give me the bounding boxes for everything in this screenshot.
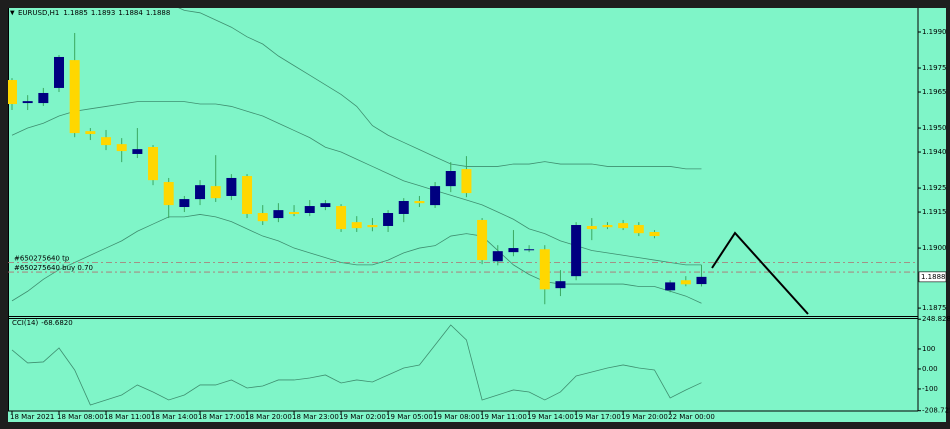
candle-body: [461, 169, 472, 194]
candle-body: [210, 186, 221, 199]
y-tick-label: -208.725: [922, 407, 950, 415]
candle-body: [242, 176, 253, 214]
x-tick-label: 19 Mar 14:00: [527, 413, 574, 421]
drawn-trendline: [711, 231, 809, 315]
candle-body: [320, 203, 331, 208]
candle-body: [477, 219, 488, 261]
candle-body: [649, 231, 660, 237]
candle-body: [571, 225, 582, 277]
candle-body: [54, 56, 65, 88]
candle-body: [226, 177, 237, 196]
candle-body: [602, 225, 613, 228]
cci-title: CCI(14): [12, 319, 38, 327]
bollinger-band: [178, 8, 702, 170]
candle-body: [398, 201, 409, 214]
candle-body: [116, 144, 127, 152]
candle-body: [508, 248, 519, 253]
candle-body: [195, 185, 206, 200]
y-tick-label: 248.8282: [922, 315, 950, 323]
x-tick-label: 18 Mar 23:00: [292, 413, 339, 421]
x-tick-label: 18 Mar 20:00: [245, 413, 292, 421]
candle-body: [618, 223, 629, 229]
x-tick-label: 18 Mar 11:00: [104, 413, 151, 421]
cci-line: [11, 324, 702, 406]
candle-body: [289, 212, 300, 214]
cci-last-value: -68.6820: [41, 319, 72, 327]
chart-header: EURUSD,H1 1.1885 1.1893 1.1884 1.1888: [18, 9, 170, 17]
candle-body: [304, 206, 315, 214]
candle-body: [367, 225, 378, 228]
y-tick-label: 1.1940: [922, 148, 947, 156]
header-high: 1.1893: [91, 9, 116, 17]
x-tick-label: 18 Mar 08:00: [57, 413, 104, 421]
header-close: 1.1888: [146, 9, 171, 17]
candle-body: [430, 186, 441, 206]
y-tick-label: 0.00: [922, 365, 938, 373]
y-tick-label: 1.1900: [922, 244, 947, 252]
cci-header: CCI(14) -68.6820: [12, 319, 73, 327]
bollinger-band: [11, 101, 702, 266]
x-tick-label: 19 Mar 11:00: [480, 413, 527, 421]
candle-body: [22, 101, 33, 104]
x-tick-label: 18 Mar 14:00: [151, 413, 198, 421]
header-arrow: ▼: [10, 10, 15, 17]
x-tick-label: 19 Mar 05:00: [386, 413, 433, 421]
candle-body: [148, 146, 159, 181]
y-tick-label: 1.1875: [922, 304, 947, 312]
x-tick-label: 18 Mar 17:00: [198, 413, 245, 421]
x-tick-label: 18 Mar 2021: [10, 413, 54, 421]
candle-body: [132, 149, 143, 154]
candle-body: [69, 60, 80, 134]
candle-body: [257, 213, 268, 222]
x-tick-label: 19 Mar 17:00: [574, 413, 621, 421]
candle-body: [696, 276, 707, 285]
candle-body: [273, 210, 284, 219]
candle-body: [85, 131, 96, 135]
header-open: 1.1885: [63, 9, 88, 17]
chart-background: [8, 8, 946, 422]
y-tick-label: 1.1990: [922, 28, 947, 36]
x-tick-label: 19 Mar 20:00: [621, 413, 668, 421]
x-tick-label: 19 Mar 02:00: [339, 413, 386, 421]
candle-body: [351, 222, 362, 229]
y-tick-label: 1.1975: [922, 64, 947, 72]
candle-body: [633, 225, 644, 234]
header-low: 1.1884: [118, 9, 143, 17]
y-tick-label: 100: [922, 345, 935, 353]
order-label: #650275640 buy 0.70: [14, 264, 93, 272]
y-tick-label: -100: [922, 385, 938, 393]
symbol: EURUSD,H1: [18, 9, 59, 17]
candle-body: [38, 92, 49, 104]
y-tick-label: 1.1925: [922, 184, 947, 192]
x-tick-label: 19 Mar 08:00: [433, 413, 480, 421]
y-tick-label: 1.1965: [922, 88, 947, 96]
candle-body: [163, 182, 174, 206]
candle-body: [414, 201, 425, 204]
candle-body: [492, 251, 503, 262]
current-price-box: [918, 271, 947, 283]
candle-body: [8, 80, 17, 105]
candle-body: [179, 199, 190, 208]
x-tick-label: 22 Mar 00:00: [668, 413, 715, 421]
y-tick-label: 1.1915: [922, 208, 947, 216]
candle-body: [555, 281, 566, 289]
candle-body: [665, 282, 676, 291]
candle-body: [524, 249, 535, 251]
current-price-label: 1.1888: [921, 273, 946, 281]
candle-body: [539, 249, 550, 290]
order-label: #650275640 tp: [14, 254, 70, 262]
candle-body: [680, 280, 691, 285]
candle-body: [336, 206, 347, 230]
y-tick-label: 1.1950: [922, 124, 947, 132]
candle-body: [383, 213, 394, 226]
cci-panel: [11, 324, 702, 406]
candle-body: [445, 171, 456, 187]
candle-body: [101, 137, 112, 146]
price-panel: #650275640 tp #650275640 buy 0.70: [8, 8, 918, 305]
candle-body: [586, 225, 597, 230]
axes: 1.1990 1.1975 1.1965 1.1950 1.1940 1.1925 1.19…: [10, 28, 950, 421]
bollinger-band: [11, 214, 702, 304]
